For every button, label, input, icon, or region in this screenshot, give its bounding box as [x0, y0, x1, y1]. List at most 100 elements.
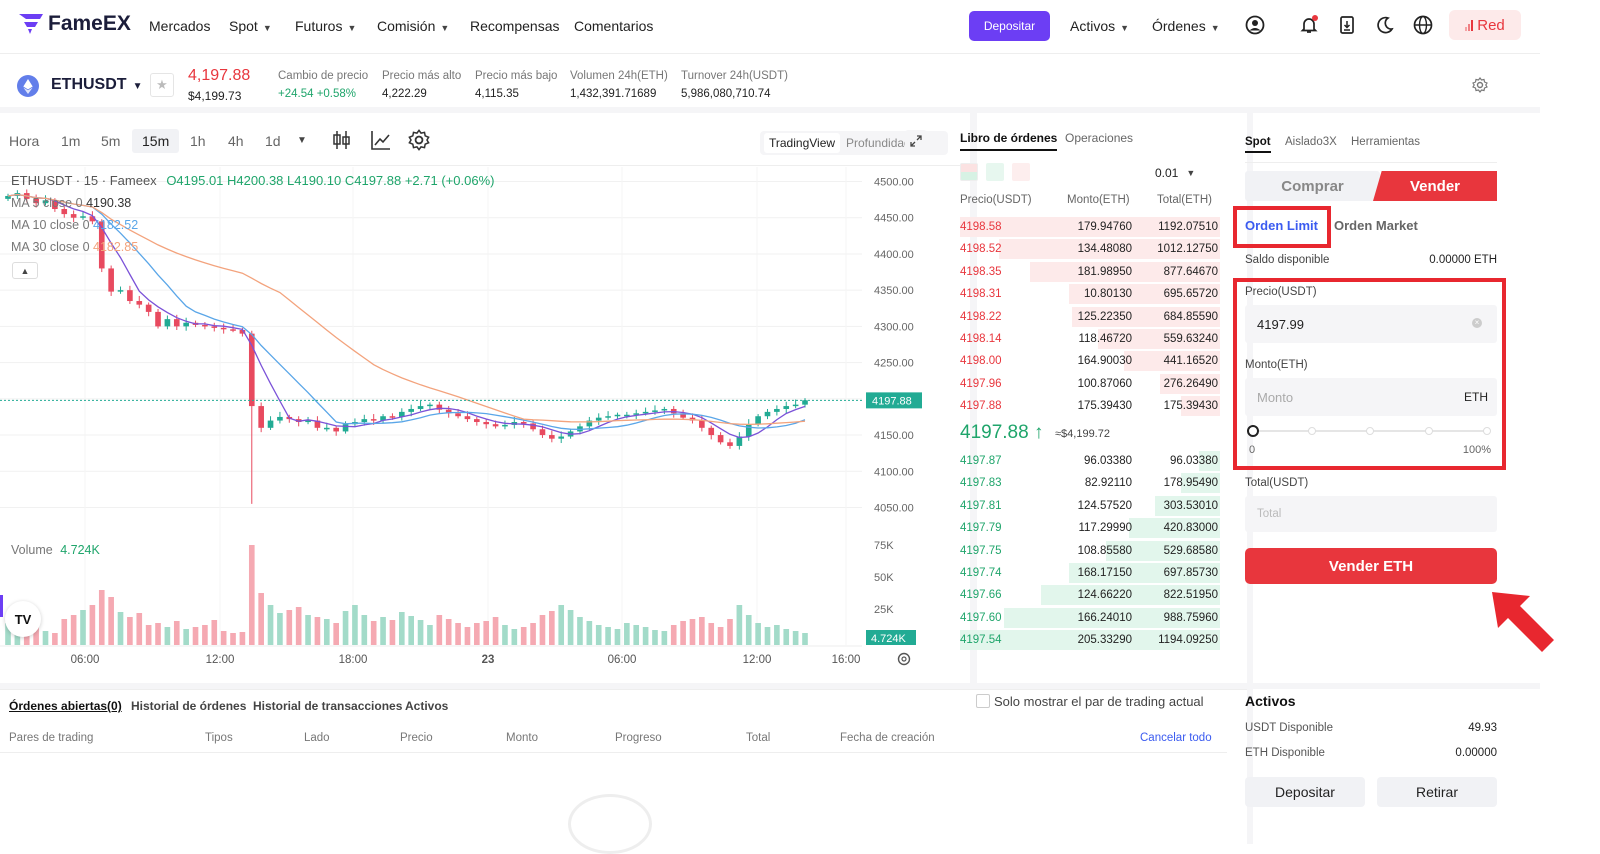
network-status-button[interactable]: Red	[1449, 10, 1521, 40]
price-chart[interactable]: 4500.00 4450.00 4400.00 4350.00 4300.00 4250.…	[0, 167, 970, 677]
book-asks-icon[interactable]	[1012, 163, 1030, 181]
tab-depth[interactable]: Profundidad	[846, 136, 911, 150]
download-app-icon[interactable]	[1336, 14, 1358, 36]
volume-bar	[427, 625, 433, 645]
bids-row[interactable]: 4197.66 124.66220 822.51950	[960, 584, 1220, 606]
bids-row[interactable]: 4197.60 166.24010 988.75960	[960, 607, 1220, 629]
slider-mark[interactable]	[1307, 427, 1316, 435]
assets-menu[interactable]: Activos ▼	[1070, 18, 1129, 34]
indicators-icon[interactable]	[370, 129, 392, 156]
orders-tab-1[interactable]: Historial de órdenes	[131, 699, 247, 713]
tab-spot[interactable]: Spot	[1245, 136, 1271, 153]
deposit-button[interactable]: Depositar	[969, 11, 1050, 41]
bell-icon[interactable]	[1298, 14, 1320, 36]
slider-mark[interactable]	[1424, 427, 1433, 435]
pair-filter-checkbox[interactable]	[976, 694, 990, 708]
volume-bar	[323, 619, 330, 645]
volume-bar	[164, 627, 171, 645]
top-navigation: FameEX Mercados Spot ▼ Futuros ▼ Comisión ▼ Rec…	[0, 0, 1540, 54]
tradingview-logo-icon[interactable]: TV	[5, 601, 41, 637]
total-input[interactable]: Total	[1245, 496, 1497, 532]
row-price: 4198.52	[960, 243, 1002, 256]
cancel-all-link[interactable]: Cancelar todo	[1140, 732, 1212, 744]
slider-mark[interactable]	[1366, 427, 1374, 435]
interval-1[interactable]: 1m	[61, 133, 81, 149]
deposit-asset-button[interactable]: Depositar	[1245, 777, 1365, 807]
nav-item-1[interactable]: Spot ▼	[229, 18, 272, 34]
asks-row[interactable]: 4198.35 181.98950 877.64670	[960, 261, 1220, 283]
sell-tab[interactable]: Vender	[1373, 171, 1497, 201]
bids-row[interactable]: 4197.87 96.03380 96.03380	[960, 450, 1220, 472]
clear-icon[interactable]: ×	[1472, 318, 1482, 328]
tab-order-book[interactable]: Libro de órdenes	[960, 131, 1058, 151]
slider-mark[interactable]	[1483, 427, 1491, 435]
sell-eth-button[interactable]: Vender ETH	[1245, 548, 1497, 584]
bids-row[interactable]: 4197.74 168.17150 697.85730	[960, 562, 1220, 584]
favorite-star-icon[interactable]: ★	[150, 73, 174, 97]
interval-4[interactable]: 1h	[190, 133, 206, 149]
price-input[interactable]: 4197.99 ×	[1245, 305, 1497, 343]
collapse-legend-icon[interactable]: ▲	[12, 262, 38, 279]
chevron-down-icon: ▼	[262, 23, 272, 33]
asks-row[interactable]: 4198.58 179.94760 1192.07510	[960, 216, 1220, 238]
interval-2[interactable]: 5m	[101, 133, 121, 149]
asks-row[interactable]: 4197.96 100.87060 276.26490	[960, 373, 1220, 395]
depth-bar	[960, 630, 1220, 651]
dark-mode-icon[interactable]	[1374, 14, 1396, 36]
depth-bar	[999, 239, 1220, 260]
tab-tools[interactable]: Herramientas	[1351, 136, 1421, 148]
buy-tab[interactable]: Comprar	[1245, 171, 1380, 201]
bids-row[interactable]: 4197.81 124.57520 303.53010	[960, 495, 1220, 517]
interval-0[interactable]: Hora	[9, 133, 40, 149]
interval-6[interactable]: 1d	[265, 133, 281, 149]
tab-tradingview[interactable]: TradingView	[764, 133, 841, 153]
order-limit-tab[interactable]: Orden Limit	[1245, 218, 1318, 233]
interval-3[interactable]: 15m	[132, 129, 180, 153]
asks-row[interactable]: 4198.52 134.48080 1012.12750	[960, 238, 1220, 260]
chart-settings-icon[interactable]	[408, 129, 430, 156]
tab-isolated[interactable]: Aislado3X	[1285, 136, 1337, 148]
globe-icon[interactable]	[1412, 14, 1434, 36]
book-bids-icon[interactable]	[986, 163, 1004, 181]
tab-trades[interactable]: Operaciones	[1065, 131, 1134, 145]
orders-tab-2[interactable]: Historial de transacciones	[253, 699, 403, 713]
bids-row[interactable]: 4197.54 205.33290 1194.09250	[960, 629, 1220, 651]
symbol-selector[interactable]: ETHUSDT ▼	[51, 76, 142, 94]
nav-item-0[interactable]: Mercados	[149, 18, 210, 34]
orders-tab-3[interactable]: Activos	[405, 699, 449, 713]
bids-row[interactable]: 4197.75 108.85580 529.68580	[960, 540, 1220, 562]
interval-5[interactable]: 4h	[228, 133, 244, 149]
amount-slider[interactable]	[1247, 424, 1493, 438]
slider-handle[interactable]	[1247, 425, 1259, 437]
book-both-icon[interactable]	[960, 163, 978, 181]
candle-body	[183, 322, 189, 327]
bids-row[interactable]: 4197.79 117.29990 420.83000	[960, 517, 1220, 539]
orders-tab-0[interactable]: Órdenes abiertas(0)	[9, 699, 122, 713]
brand-logo[interactable]: FameEX	[18, 12, 131, 36]
settings-gear-icon[interactable]	[1472, 77, 1488, 98]
highlight-order-limit	[1233, 206, 1331, 248]
nav-item-5[interactable]: Comentarios	[574, 18, 653, 34]
chevron-down-icon[interactable]: ▼	[297, 135, 307, 146]
asks-row[interactable]: 4198.22 125.22350 684.85590	[960, 306, 1220, 328]
amount-input[interactable]: Monto ETH	[1245, 378, 1497, 416]
asks-row[interactable]: 4198.14 118.46720 559.63240	[960, 328, 1220, 350]
highlight-price-amount	[1233, 278, 1506, 470]
user-icon[interactable]	[1244, 14, 1266, 36]
divider	[1245, 162, 1497, 163]
withdraw-button[interactable]: Retirar	[1377, 777, 1497, 807]
asks-row[interactable]: 4197.88 175.39430 175.39430	[960, 395, 1220, 417]
order-market-tab[interactable]: Orden Market	[1334, 218, 1418, 233]
bids-row[interactable]: 4197.83 82.92110 178.95490	[960, 472, 1220, 494]
asks-row[interactable]: 4198.31 10.80130 695.65720	[960, 283, 1220, 305]
orders-menu[interactable]: Órdenes ▼	[1152, 18, 1220, 34]
nav-item-4[interactable]: Recompensas	[470, 18, 560, 34]
nav-item-2[interactable]: Futuros ▼	[295, 18, 356, 34]
candles-type-icon[interactable]	[332, 129, 352, 156]
fullscreen-icon[interactable]	[905, 130, 927, 152]
nav-item-3[interactable]: Comisión ▼	[377, 18, 449, 34]
asks-row[interactable]: 4198.00 164.90030 441.16520	[960, 350, 1220, 372]
divider	[0, 752, 1227, 753]
trade-form-panel: Spot Aislado3X Herramientas Comprar Vend…	[1245, 119, 1540, 683]
precision-select[interactable]: 0.01 ▼	[1155, 163, 1213, 183]
